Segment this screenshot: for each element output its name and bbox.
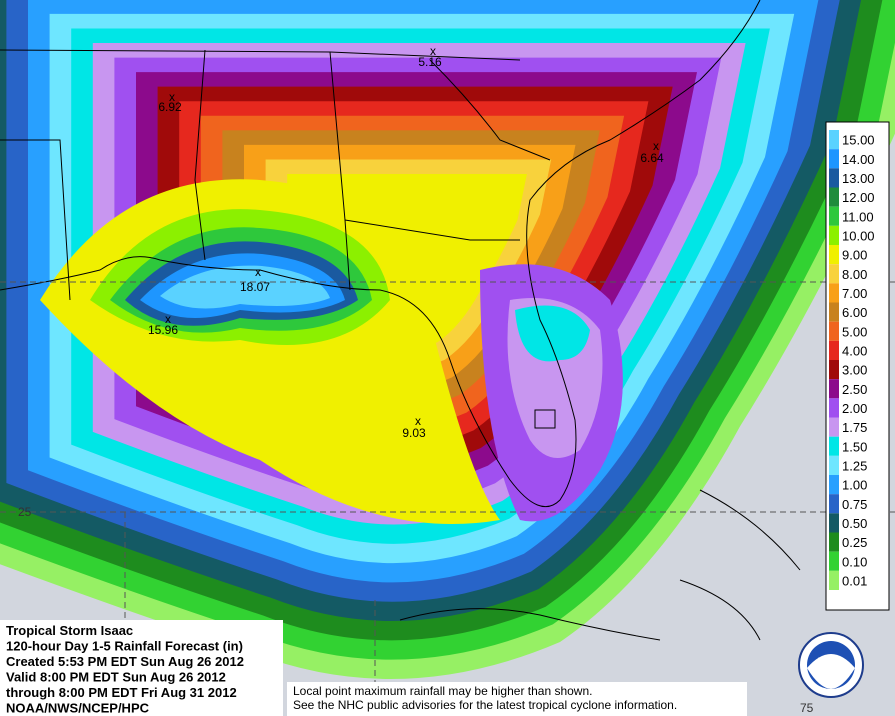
legend-swatch: [829, 130, 839, 150]
max-label: 15.96: [148, 323, 178, 337]
disclaimer-box: [287, 682, 747, 716]
gulf-core: [40, 179, 500, 525]
legend-label: 5.00: [842, 324, 867, 339]
florida-band: [480, 264, 623, 522]
legend-swatch: [829, 283, 839, 303]
legend-label: 1.75: [842, 420, 867, 435]
legend-swatch: [829, 475, 839, 495]
legend-label: 4.00: [842, 343, 867, 358]
legend-swatch: [829, 340, 839, 360]
legend-label: 13.00: [842, 171, 875, 186]
max-marker: x: [415, 414, 421, 428]
legend-swatch: [829, 551, 839, 571]
grid-label: 25: [18, 505, 32, 519]
legend-label: 7.00: [842, 286, 867, 301]
max-label: 5.16: [418, 55, 442, 69]
legend-swatch: [829, 302, 839, 322]
legend-swatch: [829, 245, 839, 265]
legend-swatch: [829, 398, 839, 418]
legend-swatch: [829, 187, 839, 207]
grid-label: 75: [800, 701, 814, 715]
legend-label: 2.50: [842, 382, 867, 397]
legend-swatch: [829, 417, 839, 437]
legend-swatch: [829, 206, 839, 226]
legend-swatch: [829, 379, 839, 399]
legend-swatch: [829, 436, 839, 456]
disclaimer-line: Local point maximum rainfall may be high…: [293, 684, 592, 698]
legend-label: 1.50: [842, 439, 867, 454]
legend-label: 0.10: [842, 554, 867, 569]
logo-text: NOAA: [818, 656, 845, 666]
legend-label: 0.75: [842, 497, 867, 512]
max-marker: x: [165, 312, 171, 326]
legend-label: 12.00: [842, 190, 875, 205]
legend-swatch: [829, 225, 839, 245]
max-marker: x: [255, 265, 261, 279]
legend-label: 0.01: [842, 573, 867, 588]
info-line: through 8:00 PM EDT Fri Aug 31 2012: [6, 685, 237, 700]
legend-label: 9.00: [842, 248, 867, 263]
info-box: [0, 620, 283, 716]
info-line: 120-hour Day 1-5 Rainfall Forecast (in): [6, 639, 243, 654]
legend-swatch: [829, 570, 839, 590]
legend-label: 0.25: [842, 535, 867, 550]
legend-swatch: [829, 513, 839, 533]
legend-swatch: [829, 264, 839, 284]
legend-swatch: [829, 321, 839, 341]
legend: 15.00 14.00 13.00 12.00 11.00 10.00 9.00 8.00 7.…: [829, 130, 875, 590]
legend-swatch: [829, 494, 839, 514]
max-label: 6.92: [158, 100, 182, 114]
info-line: NOAA/NWS/NCEP/HPC: [6, 701, 150, 716]
legend-swatch: [829, 168, 839, 188]
noaa-logo: NOAA: [798, 632, 864, 698]
max-label: 9.03: [402, 426, 426, 440]
legend-label: 3.00: [842, 363, 867, 378]
info-line: Created 5:53 PM EDT Sun Aug 26 2012: [6, 654, 244, 669]
legend-swatch: [829, 532, 839, 552]
max-marker: x: [653, 139, 659, 153]
legend-label: 0.50: [842, 516, 867, 531]
legend-label: 1.00: [842, 478, 867, 493]
boundaries: [0, 0, 801, 641]
legend-swatch: [829, 149, 839, 169]
max-label: 6.64: [640, 151, 664, 165]
legend-label: 15.00: [842, 133, 875, 148]
legend-label: 2.00: [842, 401, 867, 416]
max-marker: x: [169, 90, 175, 104]
max-marker: x: [430, 44, 436, 58]
disclaimer-line: See the NHC public advisories for the la…: [293, 698, 677, 712]
legend-label: 8.00: [842, 267, 867, 282]
max-label: 18.07: [240, 280, 270, 294]
info-line: Valid 8:00 PM EDT Sun Aug 26 2012: [6, 670, 226, 685]
legend-label: 1.25: [842, 458, 867, 473]
legend-label: 11.00: [842, 209, 874, 224]
legend-label: 14.00: [842, 152, 875, 167]
legend-swatch: [829, 360, 839, 380]
legend-label: 10.00: [842, 228, 875, 243]
legend-label: 6.00: [842, 305, 867, 320]
info-line: Tropical Storm Isaac: [6, 623, 133, 638]
disclaimer-text: Local point maximum rainfall may be high…: [293, 684, 677, 712]
legend-swatch: [829, 455, 839, 475]
point-maxima: x 6.92 x 5.16 x 6.64 x 18.07 x 15.96 x 9…: [148, 44, 664, 440]
